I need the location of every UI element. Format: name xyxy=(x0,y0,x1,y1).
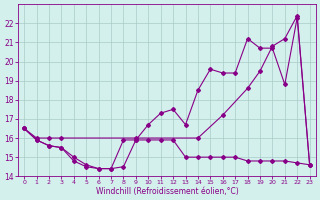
X-axis label: Windchill (Refroidissement éolien,°C): Windchill (Refroidissement éolien,°C) xyxy=(96,187,238,196)
